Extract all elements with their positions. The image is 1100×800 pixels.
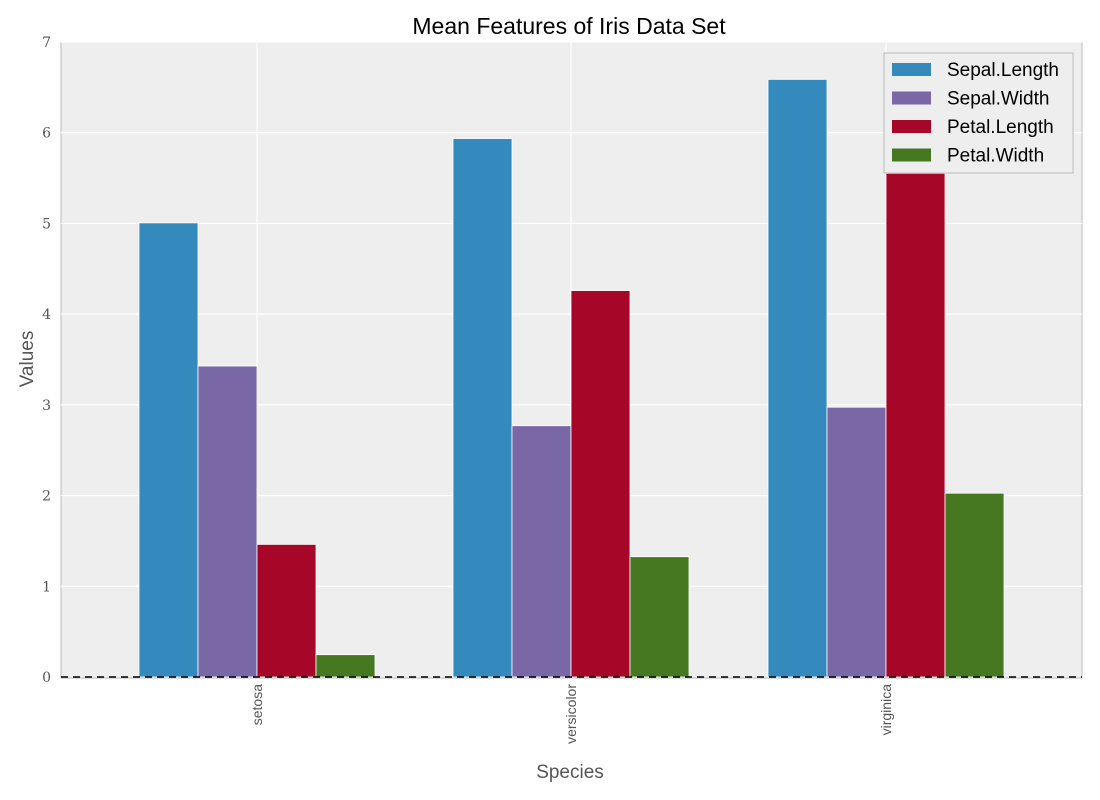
legend-label: Petal.Length	[947, 117, 1054, 138]
y-axis-label: Values	[17, 331, 38, 388]
bar-petal-length-versicolor	[570, 290, 631, 678]
bar-sepal-width-virginica	[826, 406, 887, 678]
x-axis-label: Species	[536, 762, 604, 783]
chart-title: Mean Features of Iris Data Set	[412, 13, 726, 39]
legend-swatch	[892, 91, 931, 105]
bar-petal-width-versicolor	[629, 556, 690, 678]
bar-sepal-length-virginica	[767, 78, 828, 678]
x-tick-label: virginica	[878, 684, 894, 736]
legend-label: Sepal.Width	[947, 89, 1049, 110]
legend-swatch	[892, 63, 931, 76]
legend-swatch	[892, 148, 931, 162]
y-tick-label: 2	[42, 489, 51, 505]
bar-sepal-length-setosa	[138, 222, 199, 678]
bar-sepal-width-setosa	[197, 365, 258, 678]
y-tick-label: 5	[42, 216, 51, 232]
legend-label: Petal.Width	[947, 146, 1044, 167]
bars	[138, 78, 1005, 678]
y-tick-label: 1	[42, 579, 51, 595]
x-axis-ticks: setosa versicolor virginica	[249, 684, 894, 744]
bar-petal-width-virginica	[944, 492, 1005, 678]
y-tick-label: 0	[42, 670, 51, 686]
bar-petal-width-setosa	[315, 654, 376, 678]
y-tick-label: 6	[42, 126, 51, 142]
bar-petal-length-setosa	[256, 543, 317, 678]
y-tick-label: 3	[42, 398, 51, 414]
bar-sepal-length-versicolor	[452, 138, 513, 678]
legend-swatch	[892, 120, 931, 133]
legend-label: Sepal.Length	[947, 60, 1059, 81]
y-axis-ticks: 0 1 2 3 4 5 6 7	[42, 35, 51, 686]
x-tick-label: setosa	[249, 684, 265, 725]
x-tick-label: versicolor	[563, 684, 579, 744]
y-tick-label: 7	[42, 35, 51, 51]
bar-petal-length-virginica	[885, 172, 946, 678]
y-tick-label: 4	[42, 307, 51, 323]
bar-sepal-width-versicolor	[511, 425, 572, 678]
legend: Sepal.Length Sepal.Width Petal.Length Petal…	[883, 52, 1074, 174]
